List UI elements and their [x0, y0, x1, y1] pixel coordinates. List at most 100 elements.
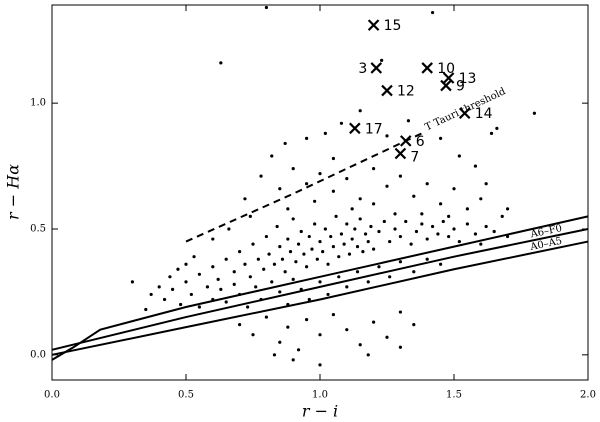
data-point	[184, 262, 188, 266]
data-point	[398, 260, 402, 264]
cross-marker	[440, 79, 452, 92]
data-point	[283, 270, 287, 274]
data-point	[323, 131, 327, 135]
data-point	[251, 242, 255, 246]
data-point	[479, 242, 483, 246]
data-point	[270, 154, 274, 158]
data-point	[264, 234, 268, 239]
data-point	[452, 227, 456, 231]
plot-frame	[51, 4, 589, 381]
star-label: 3	[358, 61, 367, 77]
data-point	[321, 250, 325, 254]
data-point	[350, 207, 354, 211]
star-label: 7	[410, 149, 419, 165]
x-tick-label: 2.0	[580, 390, 596, 401]
star-label: 13	[459, 71, 477, 87]
data-point	[278, 290, 282, 294]
data-point	[272, 353, 277, 357]
data-point	[331, 245, 335, 249]
star-label: 9	[456, 79, 465, 95]
x-tick-label: 0.0	[44, 390, 60, 401]
data-point	[473, 164, 478, 168]
data-point	[361, 250, 365, 254]
data-point	[259, 174, 263, 178]
data-point	[305, 136, 309, 140]
data-point	[296, 348, 301, 352]
data-point	[372, 247, 376, 251]
data-point	[291, 166, 295, 171]
data-point	[264, 5, 268, 10]
data-point	[412, 323, 416, 327]
data-point	[318, 333, 322, 337]
sequence-line	[51, 240, 589, 356]
data-point	[355, 270, 360, 274]
data-point	[358, 343, 362, 347]
star-label: 17	[365, 121, 383, 137]
data-point	[358, 197, 362, 201]
data-point	[457, 239, 461, 244]
data-point	[473, 232, 478, 236]
data-point	[492, 229, 496, 234]
data-point	[412, 194, 416, 198]
data-point	[184, 280, 188, 284]
data-point	[363, 232, 368, 236]
y-tick-label: 0.5	[30, 223, 46, 234]
data-point	[339, 121, 344, 125]
data-point	[425, 182, 429, 186]
data-point	[377, 265, 381, 269]
data-point	[254, 285, 258, 289]
data-point	[176, 267, 180, 271]
data-point	[358, 217, 362, 221]
data-point	[430, 224, 435, 229]
data-point	[305, 317, 309, 322]
x-tick-label: 1.5	[446, 390, 462, 401]
data-point	[288, 250, 293, 254]
data-point	[211, 265, 215, 269]
data-point	[238, 250, 242, 254]
line-label: T Tauri threshold	[424, 86, 509, 133]
cross-marker	[394, 147, 407, 160]
x-tick-label: 1.0	[312, 390, 328, 401]
cross-marker	[370, 62, 383, 74]
data-point	[439, 202, 443, 206]
data-point	[439, 262, 443, 266]
data-point	[331, 312, 335, 317]
data-point	[162, 297, 167, 302]
y-axis-label: r − Hα	[4, 164, 23, 220]
data-point	[436, 232, 440, 236]
data-point	[278, 340, 282, 344]
data-point	[307, 297, 311, 302]
data-point	[286, 207, 290, 211]
data-point	[270, 280, 274, 284]
data-point	[197, 272, 201, 276]
x-tick-label: 0.5	[178, 390, 194, 401]
data-point	[227, 227, 231, 231]
star-label: 14	[475, 106, 493, 122]
data-point	[388, 239, 392, 244]
data-point	[318, 280, 322, 284]
data-point	[246, 305, 250, 309]
data-point	[398, 345, 402, 349]
data-point	[377, 229, 381, 234]
cross-marker	[442, 72, 455, 84]
data-point	[272, 262, 277, 266]
data-point	[465, 222, 469, 226]
data-point	[179, 302, 183, 307]
data-point	[412, 270, 416, 274]
data-point	[350, 237, 354, 241]
y-tick-label: 0.0	[30, 349, 46, 360]
data-point	[506, 207, 510, 211]
data-point	[465, 207, 469, 211]
y-tick-label: 1.0	[30, 98, 46, 109]
data-point	[189, 292, 193, 297]
cross-marker	[381, 84, 393, 97]
data-point	[197, 305, 201, 309]
data-point	[372, 166, 376, 171]
data-point	[393, 227, 397, 231]
star-label: 6	[416, 134, 425, 150]
data-point	[500, 214, 504, 219]
data-point	[331, 189, 335, 193]
data-point	[495, 126, 499, 130]
